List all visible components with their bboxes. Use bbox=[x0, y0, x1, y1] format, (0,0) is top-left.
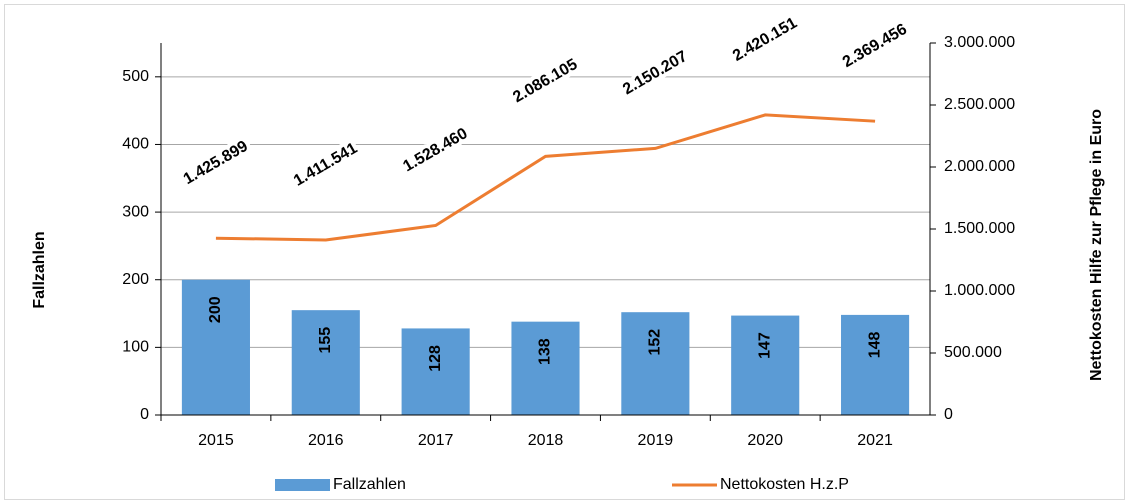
chart-border bbox=[4, 4, 1125, 500]
x-tick-label: 2016 bbox=[308, 432, 344, 449]
line-value-label: 2.420.151 bbox=[730, 14, 800, 64]
y2-tick-label: 500.000 bbox=[944, 344, 1002, 361]
y2-tick-label: 3.000.000 bbox=[944, 34, 1015, 51]
line-value-label: 1.425.899 bbox=[181, 138, 251, 188]
bar-value-label: 147 bbox=[756, 332, 773, 359]
y2-axis-title: Nettokosten Hilfe zur Pflege in Euro bbox=[1088, 109, 1105, 381]
x-tick-label: 2018 bbox=[528, 432, 564, 449]
y2-tick-label: 0 bbox=[944, 406, 953, 423]
bar bbox=[511, 321, 580, 415]
line-value-label: 2.369.456 bbox=[840, 21, 910, 71]
y-tick-label: 500 bbox=[122, 68, 149, 85]
bar-value-label: 138 bbox=[537, 338, 554, 365]
x-tick-label: 2020 bbox=[747, 432, 783, 449]
x-tick-label: 2015 bbox=[198, 432, 234, 449]
line-value-label: 2.150.207 bbox=[620, 48, 690, 98]
line-value-label: 2.086.105 bbox=[510, 56, 580, 106]
bar bbox=[621, 312, 690, 415]
bar bbox=[181, 279, 250, 415]
bar-value-label: 128 bbox=[427, 345, 444, 372]
legend-label: Fallzahlen bbox=[333, 476, 406, 493]
bar-value-label: 200 bbox=[207, 296, 224, 323]
y-tick-label: 200 bbox=[122, 271, 149, 288]
bar-value-label: 148 bbox=[866, 331, 883, 358]
x-tick-label: 2021 bbox=[857, 432, 893, 449]
y2-tick-label: 1.000.000 bbox=[944, 282, 1015, 299]
y-tick-label: 100 bbox=[122, 339, 149, 356]
line-value-label: 1.411.541 bbox=[291, 140, 360, 190]
bar-value-label: 155 bbox=[317, 327, 334, 354]
bar bbox=[401, 328, 470, 415]
y-axis-title: Fallzahlen bbox=[31, 231, 48, 308]
x-tick-label: 2019 bbox=[638, 432, 674, 449]
y-tick-label: 0 bbox=[140, 406, 149, 423]
bar-value-label: 152 bbox=[647, 329, 664, 356]
legend-swatch bbox=[275, 479, 330, 491]
bar bbox=[291, 310, 360, 415]
legend-label: Nettokosten H.z.P bbox=[720, 476, 849, 493]
line-value-label: 1.528.460 bbox=[400, 125, 470, 175]
x-tick-label: 2017 bbox=[418, 432, 454, 449]
y-tick-label: 300 bbox=[122, 203, 149, 220]
line bbox=[215, 113, 876, 242]
y2-tick-label: 2.500.000 bbox=[944, 96, 1015, 113]
y-tick-label: 400 bbox=[122, 136, 149, 153]
y2-tick-label: 1.500.000 bbox=[944, 220, 1015, 237]
y2-tick-label: 2.000.000 bbox=[944, 158, 1015, 175]
bar bbox=[841, 314, 910, 415]
bar bbox=[731, 315, 800, 415]
